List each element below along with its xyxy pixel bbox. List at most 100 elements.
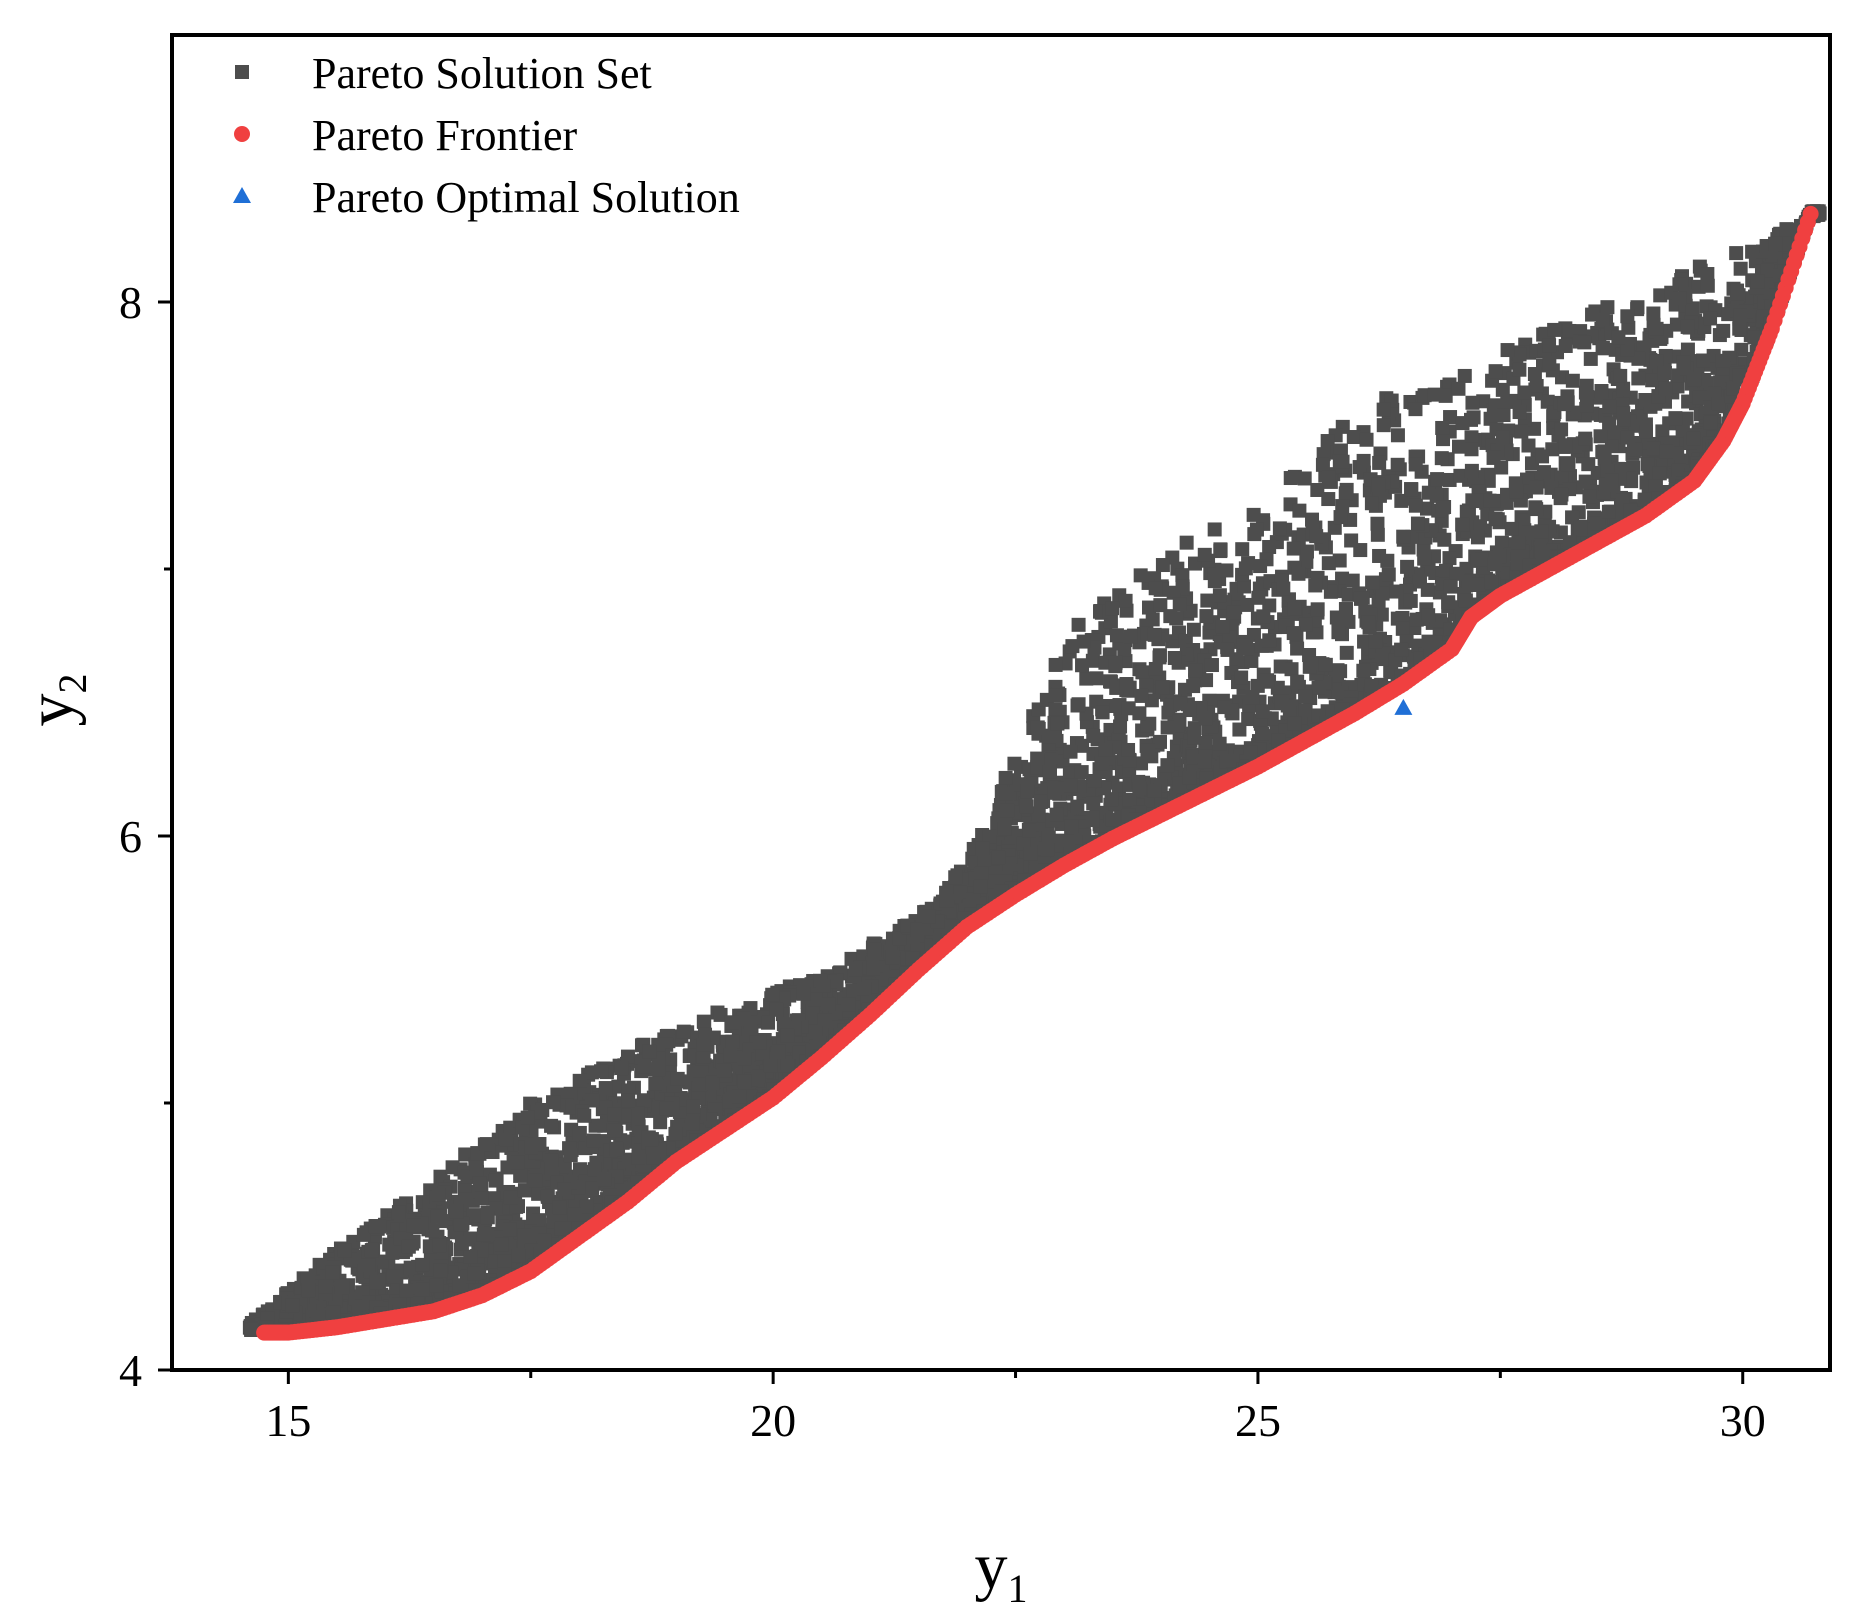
solution-set-point <box>1652 466 1667 481</box>
solution-set-point <box>1356 453 1371 468</box>
solution-set-point <box>1396 529 1411 544</box>
solution-set-point <box>335 1280 350 1295</box>
solution-set-point <box>1747 330 1762 345</box>
solution-set-point <box>1595 313 1610 328</box>
solution-set-point <box>1071 617 1086 632</box>
solution-set-point <box>457 1180 472 1195</box>
solution-set-point <box>1726 381 1741 396</box>
solution-set-point <box>752 1035 767 1050</box>
solution-set-point <box>1225 753 1240 768</box>
solution-set-point <box>1359 432 1374 447</box>
solution-set-point <box>1457 368 1472 383</box>
solution-set-point <box>1193 700 1208 715</box>
solution-set-point <box>1333 443 1348 458</box>
solution-set-point <box>1368 634 1383 649</box>
solution-set-point <box>697 1014 712 1029</box>
solution-set-point <box>1297 471 1312 486</box>
solution-set-point <box>1449 566 1464 581</box>
solution-set-point <box>1628 442 1643 457</box>
solution-set-point <box>1494 535 1509 550</box>
solution-set-point <box>528 1173 543 1188</box>
solution-set-point <box>1514 424 1529 439</box>
solution-set-point <box>364 1243 379 1258</box>
solution-set-point <box>1087 773 1102 788</box>
solution-set-point <box>1109 628 1124 643</box>
solution-set-point <box>474 1243 489 1258</box>
solution-set-point <box>1075 658 1090 673</box>
solution-set-point <box>337 1243 352 1258</box>
solution-set-point <box>520 1110 535 1125</box>
solution-set-point <box>1024 773 1039 788</box>
solution-set-point <box>1240 597 1255 612</box>
solution-set-point <box>676 1024 691 1039</box>
solution-set-point <box>1244 653 1259 668</box>
y-tick-label: 8 <box>119 277 142 328</box>
solution-set-point <box>1048 688 1063 703</box>
solution-set-point <box>817 1013 832 1028</box>
solution-set-point <box>415 1282 430 1297</box>
solution-set-point <box>1119 677 1134 692</box>
solution-set-point <box>1298 617 1313 632</box>
solution-set-point <box>401 1239 416 1254</box>
solution-set-point <box>653 1115 668 1130</box>
solution-set-point <box>572 1073 587 1088</box>
solution-set-point <box>454 1236 469 1251</box>
solution-set-point <box>724 1015 739 1030</box>
solution-set-point <box>1220 642 1235 657</box>
solution-set-point <box>1655 424 1670 439</box>
solution-set-point <box>546 1095 561 1110</box>
solution-set-point <box>1041 752 1056 767</box>
solution-set-point <box>1403 593 1418 608</box>
solution-set-point <box>1140 743 1155 758</box>
solution-set-point <box>805 1010 820 1025</box>
solution-set-point <box>1512 362 1527 377</box>
solution-set-point <box>630 1106 645 1121</box>
solution-set-point <box>399 1283 414 1298</box>
solution-set-point <box>1631 351 1646 366</box>
solution-set-point <box>1476 394 1491 409</box>
solution-set-point <box>1235 542 1250 557</box>
solution-set-point <box>1409 612 1424 627</box>
solution-set-point <box>755 1046 770 1061</box>
solution-set-point <box>1410 516 1425 531</box>
x-tick-label: 20 <box>750 1395 796 1446</box>
solution-set-point <box>552 1200 567 1215</box>
x-tick-label: 30 <box>1720 1395 1766 1446</box>
solution-set-point <box>1577 335 1592 350</box>
solution-set-point <box>1186 622 1201 637</box>
solution-set-point <box>1733 261 1748 276</box>
solution-set-point <box>588 1118 603 1133</box>
solution-set-point <box>1198 735 1213 750</box>
solution-set-point <box>1645 373 1660 388</box>
solution-set-point <box>1600 300 1615 315</box>
solution-set-point <box>1063 778 1078 793</box>
solution-set-point <box>1333 510 1348 525</box>
solution-set-point <box>659 1101 674 1116</box>
solution-set-point <box>1573 521 1588 536</box>
solution-set-point <box>1510 556 1525 571</box>
solution-set-point <box>648 1076 663 1091</box>
solution-set-point <box>1133 568 1148 583</box>
legend-marker-frontier <box>234 126 250 142</box>
solution-set-point <box>1246 507 1261 522</box>
solution-set-point <box>1434 451 1449 466</box>
solution-set-point <box>1594 384 1609 399</box>
solution-set-point <box>572 1162 587 1177</box>
solution-set-point <box>1237 579 1252 594</box>
solution-set-point <box>1511 535 1526 550</box>
solution-set-point <box>1175 568 1190 583</box>
solution-set-point <box>1335 499 1350 514</box>
solution-set-point <box>1679 411 1694 426</box>
solution-set-point <box>1715 353 1730 368</box>
solution-set-point <box>1558 438 1573 453</box>
solution-set-point <box>1529 502 1544 517</box>
solution-set-point <box>479 1137 494 1152</box>
solution-set-point <box>1547 322 1562 337</box>
solution-set-point <box>1215 619 1230 634</box>
solution-set-point <box>1356 663 1371 678</box>
x-axis: 15 20 25 30 <box>265 1370 1766 1446</box>
solution-set-point <box>1064 819 1079 834</box>
solution-set-point <box>607 1107 622 1122</box>
solution-set-point <box>1197 547 1212 562</box>
solution-set-point <box>780 1028 795 1043</box>
